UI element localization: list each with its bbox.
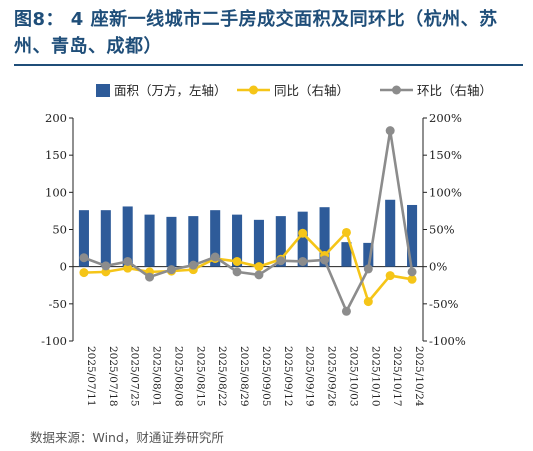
x-tick-label: 2025/10/17: [391, 346, 403, 407]
mom-point: [145, 272, 155, 282]
bar: [122, 206, 133, 267]
legend-swatch-area: [96, 84, 110, 97]
chart-title: 图8： 4 座新一线城市二手房成交面积及同环比（杭州、苏州、青岛、成都）: [14, 9, 498, 57]
bar: [275, 216, 286, 267]
bar: [407, 204, 418, 267]
bar: [385, 199, 396, 267]
right-tick-label: 100%: [429, 185, 462, 199]
bar: [188, 216, 199, 267]
mom-point: [232, 267, 242, 277]
mom-point: [166, 265, 176, 275]
bar-series: [78, 199, 418, 267]
mom-point: [320, 255, 330, 265]
line-series: [79, 126, 417, 316]
right-tick-label: 0%: [429, 260, 447, 274]
mom-point: [123, 256, 133, 266]
bar: [232, 214, 243, 267]
x-tick-label: 2025/08/15: [194, 346, 206, 407]
mom-point: [385, 126, 395, 136]
right-tick-label: 150%: [429, 148, 462, 162]
legend-marker-mom: [392, 85, 401, 95]
yoy-point: [341, 227, 351, 237]
yoy-point: [79, 268, 89, 278]
title-underline: [14, 64, 523, 66]
right-tick-label: -100%: [429, 334, 466, 348]
mom-point: [210, 252, 220, 262]
right-tick-label: 200%: [429, 111, 462, 125]
x-tick-label: 2025/09/12: [282, 346, 294, 407]
left-tick-label: 150: [45, 148, 67, 162]
yoy-point: [123, 263, 133, 273]
bar: [253, 219, 264, 267]
data-source: 数据来源：Wind，财通证券研究所: [30, 430, 224, 445]
x-tick-label: 2025/10/24: [413, 346, 425, 407]
bar: [166, 216, 177, 267]
bar: [319, 207, 330, 267]
legend: 面积（万方，左轴） 同比（右轴） 环比（右轴）: [96, 83, 492, 98]
bar: [78, 210, 89, 267]
x-tick-label: 2025/10/03: [347, 346, 359, 407]
legend-label-yoy: 同比（右轴）: [274, 83, 349, 98]
x-tick-label: 2025/08/08: [172, 346, 184, 407]
bar: [363, 242, 374, 267]
x-tick-label: 2025/09/19: [304, 346, 316, 407]
bar: [297, 211, 308, 267]
left-tick-label: 0: [60, 260, 67, 274]
x-tick-label: 2025/07/25: [129, 346, 141, 407]
yoy-point: [254, 262, 264, 272]
yoy-point: [385, 271, 395, 281]
left-tick-label: 50: [52, 223, 67, 237]
left-tick-label: -50: [48, 297, 67, 311]
x-tick-label: 2025/08/01: [151, 346, 163, 407]
bar: [210, 210, 221, 267]
mom-line: [83, 129, 414, 313]
yoy-point: [363, 297, 373, 307]
left-tick-label: -100: [41, 334, 67, 348]
right-tick-label: 50%: [429, 223, 455, 237]
mom-point: [407, 267, 417, 277]
x-tick-label: 2025/10/10: [369, 346, 381, 407]
bar: [341, 242, 352, 267]
x-tick-label: 2025/08/29: [238, 346, 250, 407]
x-axis-ticks: 2025/07/11 2025/07/18 2025/07/25 2025/08/01…: [85, 346, 425, 407]
x-tick-label: 2025/07/18: [107, 346, 119, 407]
x-tick-label: 2025/09/26: [326, 346, 338, 407]
yoy-point: [298, 228, 308, 238]
x-tick-label: 2025/09/05: [260, 346, 272, 407]
mom-point: [298, 256, 308, 266]
yoy-point: [232, 256, 242, 266]
mom-point: [276, 256, 286, 266]
yoy-point: [407, 274, 417, 284]
mom-point: [254, 270, 264, 280]
right-tick-label: -50%: [429, 297, 459, 311]
left-tick-label: 200: [45, 111, 67, 125]
mom-point: [188, 260, 198, 270]
x-tick-label: 2025/07/11: [85, 346, 97, 407]
axes: -100 -50 0 50 100 150 200 -100% -50% 0% 50% 100% 150…: [41, 111, 466, 348]
x-tick-label: 2025/08/22: [216, 346, 228, 407]
bar: [100, 210, 111, 267]
legend-marker-yoy: [249, 85, 258, 95]
left-tick-label: 100: [45, 185, 67, 199]
mom-point: [101, 261, 111, 271]
mom-point: [363, 264, 373, 274]
mom-point: [79, 253, 89, 263]
legend-label-area: 面积（万方，左轴）: [114, 83, 227, 98]
bar: [144, 214, 155, 267]
mom-point: [341, 306, 351, 316]
legend-label-mom: 环比（右轴）: [417, 83, 492, 98]
